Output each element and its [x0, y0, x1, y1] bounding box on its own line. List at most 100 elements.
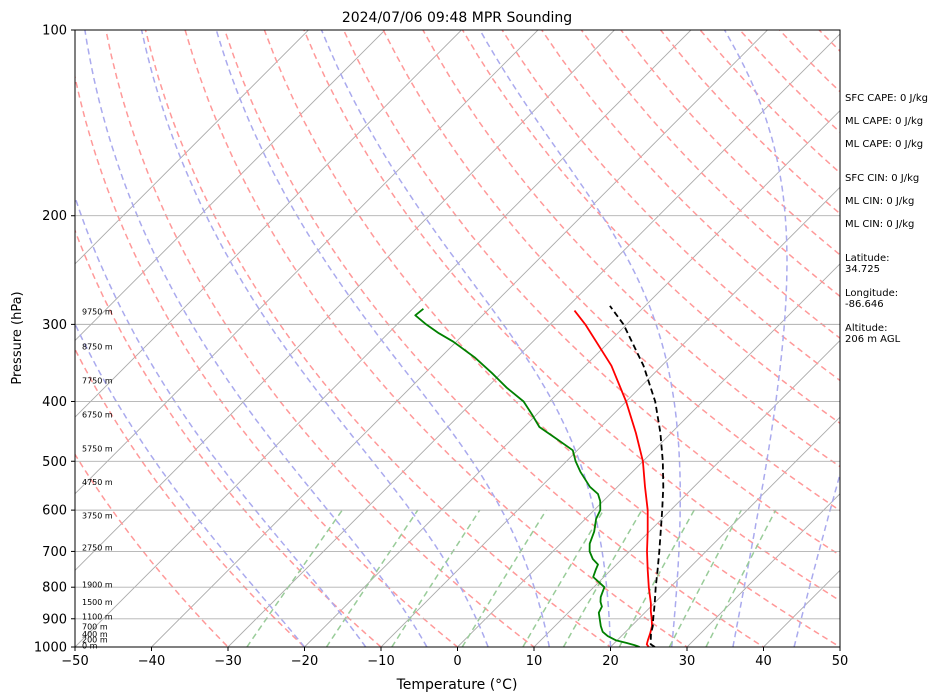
y-axis-label: Pressure (hPa)	[10, 291, 25, 384]
y-tick-label: 1000	[34, 641, 67, 656]
x-tick-label: 40	[755, 654, 772, 669]
isotherm	[533, 339, 840, 647]
moist-adiabat	[215, 30, 551, 647]
height-label: 400 m	[82, 630, 108, 639]
y-tick-label: 200	[42, 209, 67, 224]
y-axis-ticks: 100 200 300 400 500 600 700 800 900 1000	[34, 24, 75, 656]
height-label: 8750 m	[82, 343, 113, 352]
mixing-ratio-line	[522, 509, 605, 647]
y-tick-label: 900	[42, 612, 67, 627]
mixing-ratio-line	[618, 509, 695, 647]
x-tick-label: 0	[453, 654, 461, 669]
moist-adiabat	[723, 30, 788, 647]
y-tick-label: 400	[42, 395, 67, 410]
mixing-ratio-line	[705, 509, 777, 647]
isotherm	[609, 416, 840, 647]
dry-adiabat	[75, 228, 383, 647]
pressure-grid	[75, 30, 840, 647]
sfc-cin: SFC CIN: 0 J/kg	[845, 173, 920, 184]
dry-adiabat	[144, 30, 612, 647]
x-tick-label: −50	[61, 654, 88, 669]
dry-adiabat	[382, 30, 840, 512]
ml-cin-2: ML CIN: 0 J/kg	[845, 219, 915, 230]
isotherm	[303, 109, 840, 647]
mixing-ratio-line	[246, 509, 343, 647]
dry-adiabat	[184, 30, 689, 647]
x-tick-label: 10	[526, 654, 543, 669]
y-tick-label: 500	[42, 455, 67, 470]
height-label: 0 m	[82, 642, 98, 651]
x-tick-label: −10	[367, 654, 394, 669]
dry-adiabat	[342, 30, 840, 557]
dry-adiabat	[303, 30, 840, 602]
x-tick-label: −40	[138, 654, 165, 669]
ml-cape-2: ML CAPE: 0 J/kg	[845, 139, 924, 150]
series-line-1	[414, 308, 640, 647]
height-label: 5750 m	[82, 445, 113, 454]
y-tick-label: 700	[42, 545, 67, 560]
altitude-label: Altitude:	[845, 323, 888, 334]
plot-frame	[74, 29, 841, 648]
latitude-value: 34.725	[845, 264, 880, 275]
x-tick-label: −20	[291, 654, 318, 669]
height-label: 1500 m	[82, 598, 113, 607]
x-axis-ticks: −50 −40 −30 −20 −10 0 10 20 30 40 50	[61, 647, 848, 669]
isotherm	[75, 30, 616, 572]
dry-adiabat	[263, 30, 840, 647]
y-tick-label: 100	[42, 24, 67, 39]
dry-adiabat	[223, 30, 765, 647]
height-label: 200 m	[82, 635, 108, 644]
isotherm	[75, 30, 539, 495]
isotherm	[227, 33, 840, 647]
height-label: 6750 m	[82, 411, 113, 420]
mixing-ratio-line	[562, 509, 643, 647]
moist-adiabat	[479, 30, 682, 647]
isotherm	[75, 30, 463, 418]
moist-adiabat	[320, 30, 612, 647]
height-label: 3750 m	[82, 511, 113, 520]
x-tick-label: −30	[214, 654, 241, 669]
moist-adiabat	[793, 471, 840, 647]
latitude-label: Latitude:	[845, 253, 890, 264]
altitude-value: 206 m AGL	[845, 334, 901, 345]
y-tick-label: 600	[42, 504, 67, 519]
height-label: 1100 m	[82, 613, 113, 622]
x-tick-label: 30	[679, 654, 696, 669]
isotherm	[75, 30, 692, 647]
mixing-ratio-line	[391, 509, 481, 647]
series-line-2	[609, 305, 665, 647]
height-label: 1900 m	[82, 581, 113, 590]
isotherm	[456, 263, 840, 647]
moist-adiabat	[140, 30, 489, 647]
dry-adiabat	[75, 347, 306, 647]
chart-title: 2024/07/06 09:48 MPR Sounding	[342, 10, 572, 26]
isotherm	[686, 493, 840, 647]
height-labels: 9750 m 8750 m 7750 m 6750 m 5750 m 4750 m 3750…	[82, 308, 113, 651]
dry-adiabat	[75, 73, 459, 647]
y-tick-label: 800	[42, 581, 67, 596]
dry-adiabat	[105, 30, 536, 647]
ml-cape-1: ML CAPE: 0 J/kg	[845, 116, 924, 127]
isotherm	[75, 30, 386, 342]
height-label: 4750 m	[82, 478, 113, 487]
height-label: 7750 m	[82, 377, 113, 386]
longitude-value: -86.646	[845, 299, 884, 310]
x-axis-label: Temperature (°C)	[396, 677, 518, 693]
dry-adiabat	[501, 30, 840, 382]
sounding-series	[414, 305, 665, 647]
dry-adiabat	[75, 452, 230, 647]
height-label: 9750 m	[82, 308, 113, 317]
isotherm	[380, 186, 840, 647]
moist-adiabat	[75, 194, 367, 647]
x-tick-label: 50	[832, 654, 849, 669]
background-lines	[75, 30, 840, 647]
mixing-ratio-line	[461, 509, 547, 647]
dry-adiabat	[461, 30, 840, 425]
longitude-label: Longitude:	[845, 288, 899, 299]
ml-cin-1: ML CIN: 0 J/kg	[845, 196, 915, 207]
series-line-0	[573, 310, 653, 647]
sfc-cape: SFC CAPE: 0 J/kg	[845, 93, 928, 104]
height-label: 700 m	[82, 623, 108, 632]
height-label: 2750 m	[82, 544, 113, 553]
